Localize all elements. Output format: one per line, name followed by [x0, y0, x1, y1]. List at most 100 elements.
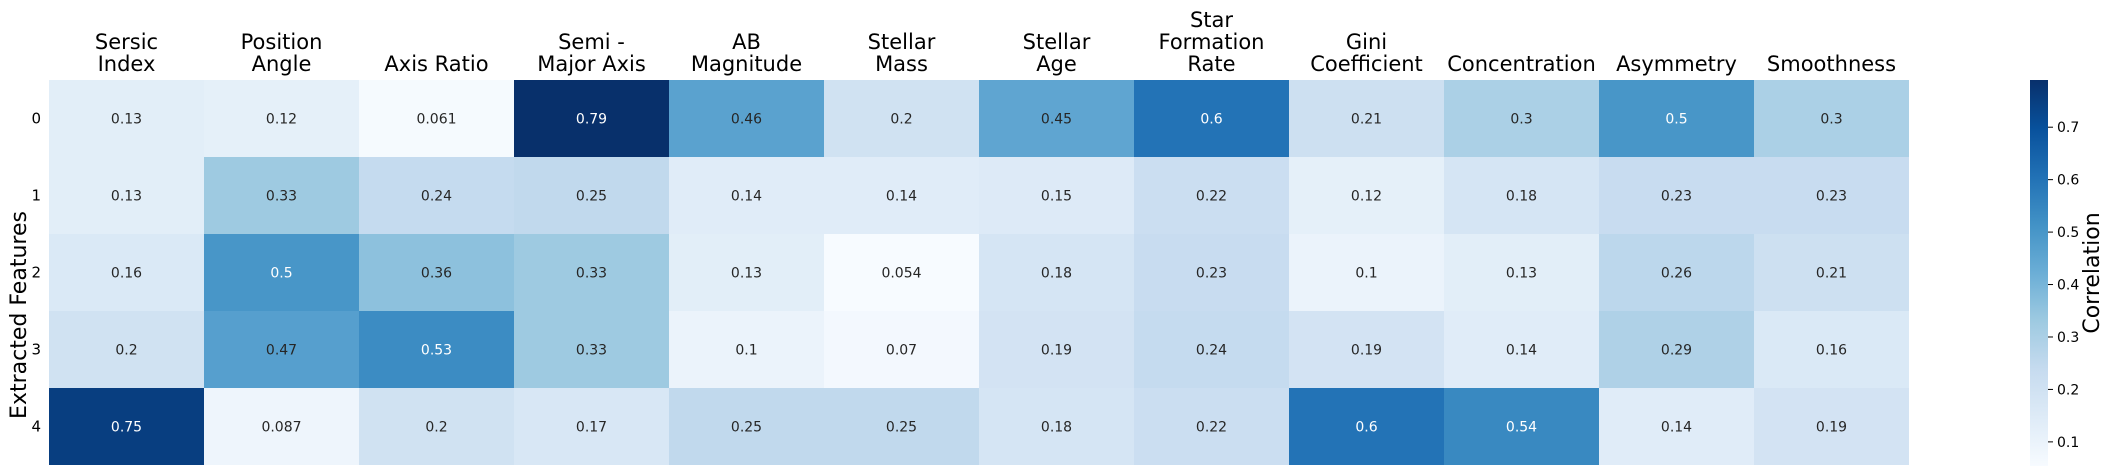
cell-value-label: 0.16: [111, 266, 142, 282]
heatmap-cell: [1599, 234, 1754, 311]
column-label: Coefficient: [1310, 52, 1423, 76]
heatmap-cell: [824, 388, 979, 465]
heatmap-cell: [1599, 80, 1754, 157]
cell-value-label: 0.5: [270, 266, 292, 282]
cell-value-label: 0.25: [886, 420, 917, 436]
y-axis-title: Extracted Features: [7, 211, 32, 419]
heatmap-cell: [514, 234, 669, 311]
heatmap-cell: [1599, 157, 1754, 234]
heatmap-cell: [1444, 234, 1599, 311]
cell-value-label: 0.19: [1041, 343, 1072, 359]
cell-value-label: 0.18: [1041, 266, 1072, 282]
row-label: 1: [31, 187, 41, 205]
column-label: Semi -: [558, 30, 625, 54]
cell-value-label: 0.07: [886, 343, 917, 359]
cell-value-label: 0.1: [1355, 266, 1377, 282]
heatmap-cell: [669, 388, 824, 465]
cell-value-label: 0.22: [1196, 189, 1227, 205]
heatmap-cell: [359, 388, 514, 465]
heatmap-cell: [1134, 311, 1289, 388]
heatmap-cell: [979, 234, 1134, 311]
column-label: Angle: [252, 52, 312, 76]
heatmap-cell: [1444, 311, 1599, 388]
colorbar-tick-label: 0.4: [2057, 278, 2079, 294]
heatmap-cell: [204, 80, 359, 157]
column-label: Major Axis: [537, 52, 646, 76]
heatmap-cell: [1754, 234, 1909, 311]
heatmap-cell: [204, 157, 359, 234]
heatmap-cell: [359, 157, 514, 234]
cell-value-label: 0.6: [1200, 112, 1222, 128]
cell-value-label: 0.47: [266, 343, 297, 359]
colorbar-tick-label: 0.2: [2057, 382, 2079, 398]
cell-value-label: 0.54: [1506, 420, 1537, 436]
cell-value-label: 0.46: [731, 112, 762, 128]
heatmap-cell: [49, 311, 204, 388]
cell-value-label: 0.3: [1820, 112, 1842, 128]
cell-value-label: 0.14: [731, 189, 762, 205]
heatmap-cell: [1289, 157, 1444, 234]
column-label: Sersic: [95, 30, 158, 54]
cell-value-label: 0.23: [1816, 189, 1847, 205]
heatmap-cell: [979, 80, 1134, 157]
heatmap-cell: [824, 234, 979, 311]
cell-value-label: 0.2: [115, 343, 137, 359]
colorbar-tick-label: 0.5: [2057, 225, 2079, 241]
colorbar-tick-label: 0.3: [2057, 330, 2079, 346]
column-label: Stellar: [868, 30, 936, 54]
heatmap-cell: [1289, 388, 1444, 465]
heatmap-cell: [1289, 80, 1444, 157]
cell-value-label: 0.79: [576, 112, 607, 128]
heatmap-cell: [1289, 311, 1444, 388]
heatmap-cell: [1754, 388, 1909, 465]
colorbar-ticks: 0.1 0.2 0.3 0.4 0.5 0.6 0.7: [2048, 120, 2079, 451]
heatmap-cell: [1444, 388, 1599, 465]
colorbar-tick-label: 0.7: [2057, 120, 2079, 136]
cell-value-label: 0.13: [1506, 266, 1537, 282]
cell-value-label: 0.17: [576, 420, 607, 436]
cell-value-label: 0.25: [731, 420, 762, 436]
colorbar-tick-label: 0.1: [2057, 435, 2079, 451]
heatmap-cell: [1134, 388, 1289, 465]
heatmap-cell: [359, 311, 514, 388]
column-label: Stellar: [1023, 30, 1091, 54]
cell-value-label: 0.13: [731, 266, 762, 282]
heatmap-cell: [979, 388, 1134, 465]
heatmap-cell: [204, 234, 359, 311]
cell-value-label: 0.14: [886, 189, 917, 205]
heatmap-cell: [669, 157, 824, 234]
heatmap-cell: [359, 80, 514, 157]
row-label: 0: [31, 110, 41, 128]
cell-value-label: 0.24: [1196, 343, 1227, 359]
cell-value-label: 0.3: [1510, 112, 1532, 128]
cell-value-label: 0.5: [1665, 112, 1687, 128]
column-label: Star: [1190, 8, 1233, 32]
cell-value-label: 0.21: [1816, 266, 1847, 282]
column-label: Gini: [1346, 30, 1387, 54]
heatmap-cell: [49, 234, 204, 311]
cell-value-label: 0.33: [266, 189, 297, 205]
heatmap-cells: 0.13 0.12 0.061 0.79 0.46 0.2 0.45 0.6 0.21 0.3 0.…: [49, 80, 1909, 465]
heatmap-cell: [49, 80, 204, 157]
cell-value-label: 0.25: [576, 189, 607, 205]
colorbar: [2030, 80, 2048, 466]
column-label: Concentration: [1447, 52, 1596, 76]
heatmap-cell: [1754, 157, 1909, 234]
cell-value-label: 0.21: [1351, 112, 1382, 128]
column-label: Position: [241, 30, 323, 54]
cell-value-label: 0.22: [1196, 420, 1227, 436]
cell-value-label: 0.13: [111, 112, 142, 128]
heatmap-cell: [359, 234, 514, 311]
heatmap-cell: [824, 157, 979, 234]
heatmap-cell: [204, 311, 359, 388]
row-labels: 0 1 2 3 4: [31, 110, 41, 436]
heatmap-cell: [514, 157, 669, 234]
cell-value-label: 0.29: [1661, 343, 1692, 359]
heatmap-cell: [1134, 234, 1289, 311]
heatmap-cell: [1444, 80, 1599, 157]
heatmap-cell: [1134, 157, 1289, 234]
cell-value-label: 0.054: [881, 266, 921, 282]
heatmap-cell: [824, 311, 979, 388]
row-label: 2: [31, 264, 41, 282]
